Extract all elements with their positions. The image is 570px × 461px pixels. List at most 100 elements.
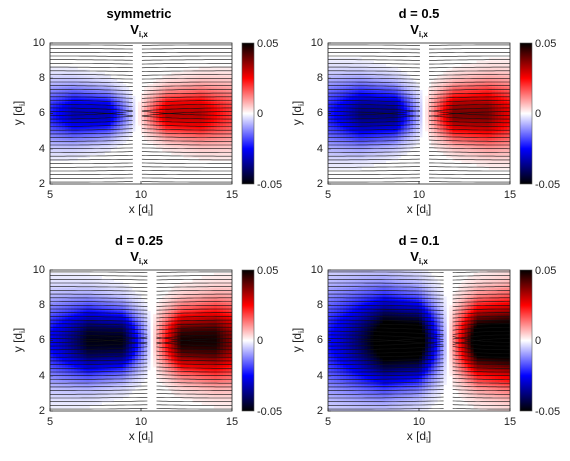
heatmap-cell	[65, 328, 69, 333]
heatmap-cell	[56, 378, 60, 383]
heatmap-cell	[50, 75, 54, 79]
heatmap-cell	[382, 148, 387, 153]
heatmap-cell	[385, 145, 390, 150]
heatmap-cell	[107, 387, 112, 391]
heatmap-cell	[156, 78, 160, 82]
heatmap-cell	[62, 331, 66, 336]
heatmap-cell	[174, 107, 178, 111]
heatmap-cell	[119, 337, 124, 341]
heatmap-cell	[473, 139, 478, 144]
heatmap-cell	[388, 110, 393, 114]
heatmap-cell	[388, 151, 393, 156]
heatmap-cell	[183, 134, 187, 138]
heatmap-cell	[131, 325, 136, 330]
heatmap-cell	[497, 57, 502, 62]
heatmap-cell	[195, 95, 200, 100]
heatmap-cell	[86, 145, 90, 150]
heatmap-cell	[204, 142, 209, 147]
heatmap-cell	[86, 151, 90, 156]
heatmap-cell	[373, 104, 377, 109]
heatmap-cell	[174, 119, 178, 123]
heatmap-cell	[455, 66, 459, 70]
heatmap-cell	[62, 334, 66, 338]
heatmap-cell	[86, 72, 90, 76]
heatmap-cell	[77, 81, 81, 85]
heatmap-cell	[391, 131, 396, 135]
heatmap-cell	[328, 122, 332, 126]
heatmap-cell	[153, 101, 157, 106]
heatmap-cell	[467, 137, 471, 141]
heatmap-cell	[388, 134, 393, 138]
heatmap-cell	[183, 110, 187, 114]
heatmap-cell	[476, 142, 481, 147]
heatmap-cell	[494, 63, 499, 67]
heatmap-cell	[68, 334, 72, 338]
heatmap-cell	[68, 378, 72, 383]
heatmap-cell	[68, 275, 72, 280]
heatmap-cell	[134, 325, 139, 330]
heatmap-cell	[107, 343, 112, 347]
heatmap-cell	[506, 163, 510, 167]
heatmap-cell	[488, 145, 493, 150]
heatmap-cell	[388, 148, 393, 153]
heatmap-cell	[62, 393, 66, 397]
heatmap-cell	[131, 98, 136, 103]
heatmap-cell	[428, 125, 432, 129]
heatmap-cell	[364, 87, 368, 91]
heatmap-cell	[503, 125, 508, 129]
heatmap-cell	[92, 281, 96, 286]
heatmap-cell	[101, 284, 105, 289]
heatmap-cell	[95, 72, 99, 76]
heatmap-cell	[134, 375, 139, 380]
heatmap-cell	[68, 399, 72, 403]
heatmap-cell	[443, 104, 447, 109]
heatmap-cell	[437, 78, 441, 82]
heatmap-cell	[113, 328, 118, 333]
heatmap-cell	[150, 95, 154, 100]
heatmap-cell	[479, 81, 484, 85]
heatmap-cell	[452, 116, 456, 120]
heatmap-cell	[391, 78, 396, 82]
heatmap-cell	[74, 302, 78, 306]
heatmap-cell	[171, 122, 175, 126]
field-line	[328, 136, 420, 138]
heatmap-cell	[425, 119, 429, 123]
heatmap-cell	[119, 314, 124, 318]
heatmap-cell	[334, 87, 338, 91]
heatmap-cell	[358, 160, 362, 164]
heatmap-cell	[428, 128, 432, 132]
heatmap-cell	[104, 84, 109, 88]
heatmap-cell	[128, 325, 133, 330]
heatmap-cell	[488, 66, 493, 70]
heatmap-cell	[446, 154, 450, 158]
heatmap-cell	[119, 372, 124, 377]
heatmap-cell	[53, 139, 57, 144]
x-tick-label: 15	[504, 189, 516, 201]
heatmap-cell	[150, 125, 154, 129]
heatmap-cell	[122, 319, 127, 324]
heatmap-cell	[86, 78, 90, 82]
heatmap-cell	[80, 134, 84, 138]
heatmap-cell	[373, 131, 377, 135]
heatmap-cell	[337, 78, 341, 82]
heatmap-cell	[92, 305, 96, 309]
heatmap-cell	[506, 110, 510, 114]
heatmap-cell	[352, 139, 356, 144]
heatmap-cell	[370, 148, 374, 153]
heatmap-cell	[68, 361, 72, 365]
heatmap-cell	[479, 75, 484, 79]
heatmap-cell	[382, 139, 387, 144]
heatmap-cell	[171, 125, 175, 129]
heatmap-cell	[213, 134, 218, 138]
field-line	[429, 44, 510, 46]
heatmap-cell	[74, 137, 78, 141]
heatmap-cell	[128, 317, 133, 321]
heatmap-cell	[110, 393, 115, 397]
heatmap-cell	[86, 399, 90, 403]
heatmap-cell	[125, 299, 130, 303]
heatmap-cell	[168, 75, 172, 79]
heatmap-cell	[219, 116, 224, 120]
heatmap-cell	[228, 134, 232, 138]
heatmap-cell	[68, 278, 72, 283]
heatmap-cell	[56, 308, 60, 312]
